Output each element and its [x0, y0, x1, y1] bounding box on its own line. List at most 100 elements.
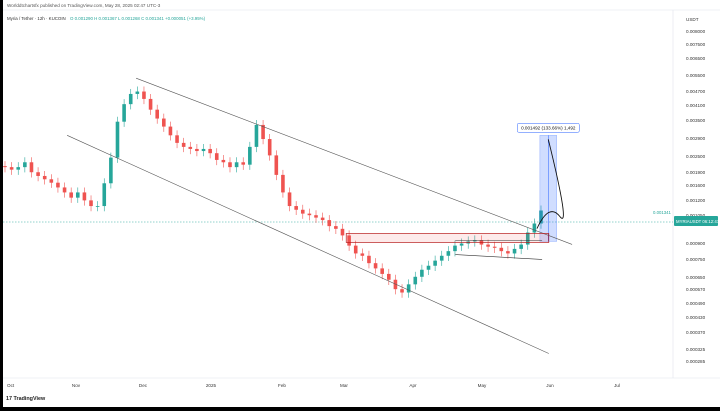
candle-body — [420, 269, 424, 277]
candle-body — [287, 192, 292, 207]
candle-body — [221, 159, 226, 163]
y-tick-label: 0.002900 — [686, 136, 706, 141]
candle-body — [327, 220, 332, 227]
x-axis: Oct Nov Dec 2025 Feb Mar Apr May Jun Jul — [7, 383, 620, 388]
x-tick-label: Feb — [278, 383, 286, 388]
candle-body — [353, 245, 358, 254]
candle-body — [128, 93, 133, 105]
candle-body — [307, 213, 312, 216]
symbol-price-tag — [674, 216, 718, 226]
y-tick-label: 0.000325 — [686, 347, 706, 352]
x-tick-label: Oct — [7, 383, 15, 388]
last-price-value: 0.001341 — [653, 210, 672, 215]
candle-body — [453, 245, 457, 252]
candle-body — [102, 183, 107, 207]
y-tick-label: 0.000570 — [686, 287, 706, 292]
price-tags: MYRIAUSDT 06:12:47 0.001341 — [653, 210, 720, 226]
channel-lower-line — [66, 135, 549, 354]
candle-body — [175, 135, 179, 143]
candle-body — [254, 124, 259, 147]
candle-body — [168, 126, 173, 136]
projected-path — [536, 139, 564, 229]
candle-body — [241, 162, 246, 165]
candle-body — [3, 166, 7, 168]
candle-body — [135, 91, 140, 94]
candle-body — [473, 240, 477, 242]
y-tick-label: 0.001600 — [686, 183, 706, 188]
candle-body — [519, 244, 523, 249]
candle-body — [532, 223, 537, 233]
candle-body — [228, 162, 232, 168]
x-tick-label: Jun — [546, 383, 554, 388]
candle-body — [23, 162, 27, 168]
y-tick-label: 0.001900 — [686, 170, 706, 175]
candle-body — [373, 263, 378, 269]
y-tick-label: 0.000650 — [686, 275, 706, 280]
candle-body — [122, 104, 126, 122]
y-tick-label: 0.005500 — [686, 73, 706, 78]
plot-area — [3, 10, 673, 378]
candle-body — [56, 182, 60, 188]
candle-body — [261, 124, 265, 140]
candle-body — [201, 148, 206, 152]
accumulation-box — [345, 233, 550, 243]
candles-layer — [3, 86, 543, 298]
candle-body — [400, 289, 404, 293]
candle-body — [82, 192, 87, 201]
attribution-text: Worlddtchartsfx published on TradingView… — [7, 3, 161, 8]
currency-label: USDT — [686, 17, 699, 22]
candle-body — [367, 255, 371, 264]
candle-body — [294, 206, 298, 210]
candle-body — [9, 167, 14, 170]
candle-body — [109, 157, 113, 184]
y-tick-label: 0.001050 — [686, 213, 706, 218]
candle-body — [506, 251, 510, 254]
candle-body — [274, 155, 279, 175]
price-chart[interactable]: 0.001492 (133.66%) 1,492 USDT 0.008000 0.0… — [3, 0, 720, 407]
candle-body — [208, 148, 212, 154]
candle-body — [486, 244, 490, 247]
candle-body — [49, 179, 54, 183]
candle-body — [413, 276, 418, 285]
symbol-label: Myria / Tether · 12h · KUCOIN — [7, 16, 66, 21]
candle-body — [380, 268, 384, 274]
symbol-legend: Myria / Tether · 12h · KUCOIN O 0.001290… — [7, 16, 205, 21]
candle-body — [300, 209, 305, 214]
candle-body — [115, 121, 120, 158]
candle-body — [525, 232, 530, 245]
symbol-tag-text: MYRIAUSDT 06:12:47 — [676, 219, 720, 224]
candle-body — [347, 235, 351, 246]
x-tick-label: Jul — [614, 383, 620, 388]
candle-body — [320, 217, 325, 221]
tradingview-logo: 17 TradingView — [6, 396, 45, 402]
x-tick-label: Dec — [139, 383, 148, 388]
candle-body — [42, 175, 47, 180]
y-tick-label: 0.007500 — [686, 42, 706, 47]
candle-body — [492, 246, 497, 248]
candle-body — [406, 284, 411, 293]
candle-body — [439, 255, 444, 261]
y-tick-label: 0.000750 — [686, 257, 706, 262]
candle-body — [281, 174, 285, 193]
channel-upper-line — [135, 77, 573, 245]
measure-label-box — [517, 123, 580, 133]
y-axis: USDT 0.008000 0.007500 0.006500 0.005500 0.00… — [686, 17, 706, 364]
overlays-layer: 0.001492 (133.66%) 1,492 — [66, 77, 580, 354]
candle-body — [234, 162, 239, 168]
ohlc-values: O 0.001290 H 0.001367 L 0.001268 C 0.001… — [69, 16, 206, 21]
candle-body — [387, 273, 391, 280]
candle-body — [142, 91, 146, 99]
measure-label-text: 0.001492 (133.66%) 1,492 — [521, 126, 576, 131]
y-tick-label: 0.002500 — [686, 154, 706, 159]
candle-body — [155, 109, 159, 119]
candle-body — [334, 226, 338, 229]
y-tick-label: 0.004100 — [686, 103, 706, 108]
candle-body — [69, 192, 73, 198]
candle-body — [214, 153, 219, 160]
candle-body — [426, 265, 431, 270]
y-tick-label: 0.000430 — [686, 315, 706, 320]
candle-body — [393, 279, 398, 290]
tv-logo-text: TradingView — [13, 396, 46, 402]
x-tick-label: May — [478, 383, 487, 388]
candle-body — [459, 243, 464, 246]
